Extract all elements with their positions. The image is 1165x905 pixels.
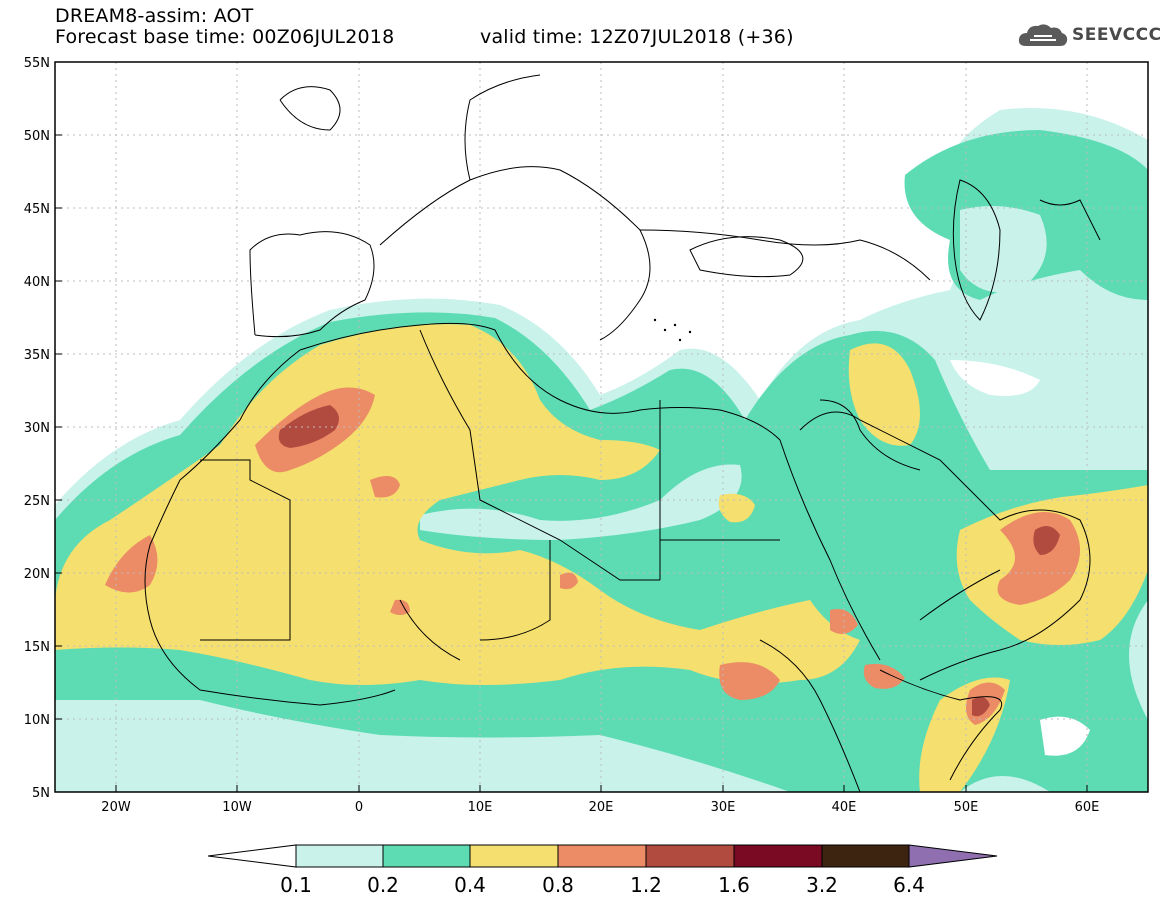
colorbar-label: 1.2 xyxy=(630,873,662,897)
colorbar-label: 0.4 xyxy=(454,873,486,897)
colorbar-label: 0.2 xyxy=(367,873,399,897)
colorbar-label: 0.1 xyxy=(280,873,312,897)
lon-label: 20W xyxy=(101,800,131,815)
product-title: DREAM8-assim: AOT xyxy=(55,5,254,27)
aegean-islands xyxy=(653,318,692,342)
colorbar-high-arrow xyxy=(908,844,998,868)
lat-label: 45N xyxy=(24,202,50,217)
logo-text: SEEVCCC xyxy=(1072,25,1162,45)
map-header: DREAM8-assim: AOT Forecast base time: 00… xyxy=(55,5,794,48)
aot-field-holes xyxy=(420,206,1047,540)
lat-label: 40N xyxy=(24,275,50,290)
colorbar-swatch xyxy=(382,844,471,868)
lon-labels: 20W 10W 0 10E 20E 30E 40E 50E 60E xyxy=(101,800,1099,815)
colorbar-label: 3.2 xyxy=(806,873,838,897)
lat-labels: 55N 50N 45N 40N 35N 30N 25N 20N 15N 10N … xyxy=(24,56,50,801)
lat-label: 35N xyxy=(24,348,50,363)
colorbar-swatch xyxy=(557,844,647,868)
colorbar-swatch xyxy=(295,844,384,868)
colorbar-swatch xyxy=(469,844,559,868)
cloud-icon xyxy=(1018,24,1068,46)
lat-label: 50N xyxy=(24,129,50,144)
coastlines xyxy=(144,74,1101,792)
tick-marks xyxy=(55,61,1088,793)
colorbar-labels: 0.1 0.2 0.4 0.8 1.2 1.6 3.2 6.4 xyxy=(280,873,925,897)
lon-label: 30E xyxy=(711,800,736,815)
valid-time: valid time: 12Z07JUL2018 (+36) xyxy=(480,26,794,48)
lat-label: 15N xyxy=(24,640,50,655)
lon-label: 40E xyxy=(832,800,857,815)
colorbar-swatch xyxy=(821,844,910,868)
lon-label: 10W xyxy=(222,800,252,815)
colorbar-swatch xyxy=(733,844,823,868)
lon-label: 0 xyxy=(355,800,363,815)
forecast-base-time: Forecast base time: 00Z06JUL2018 xyxy=(55,26,395,48)
lat-label: 5N xyxy=(32,786,50,801)
lon-label: 20E xyxy=(589,800,614,815)
lon-label: 60E xyxy=(1075,800,1100,815)
lat-label: 55N xyxy=(24,56,50,71)
lat-label: 10N xyxy=(24,713,50,728)
colorbar-swatch xyxy=(645,844,735,868)
graticule xyxy=(55,62,1148,792)
lat-label: 20N xyxy=(24,567,50,582)
colorbar-label: 0.8 xyxy=(542,873,574,897)
lon-label: 10E xyxy=(468,800,493,815)
lon-label: 50E xyxy=(954,800,979,815)
colorbar-low-arrow xyxy=(207,844,297,868)
colorbar-legend xyxy=(207,844,998,868)
colorbar-label: 1.6 xyxy=(718,873,750,897)
lat-label: 25N xyxy=(24,494,50,509)
colorbar-label: 6.4 xyxy=(893,873,925,897)
lat-label: 30N xyxy=(24,421,50,436)
aot-field-clear xyxy=(950,360,1090,756)
seevccc-logo: SEEVCCC xyxy=(1018,22,1162,48)
